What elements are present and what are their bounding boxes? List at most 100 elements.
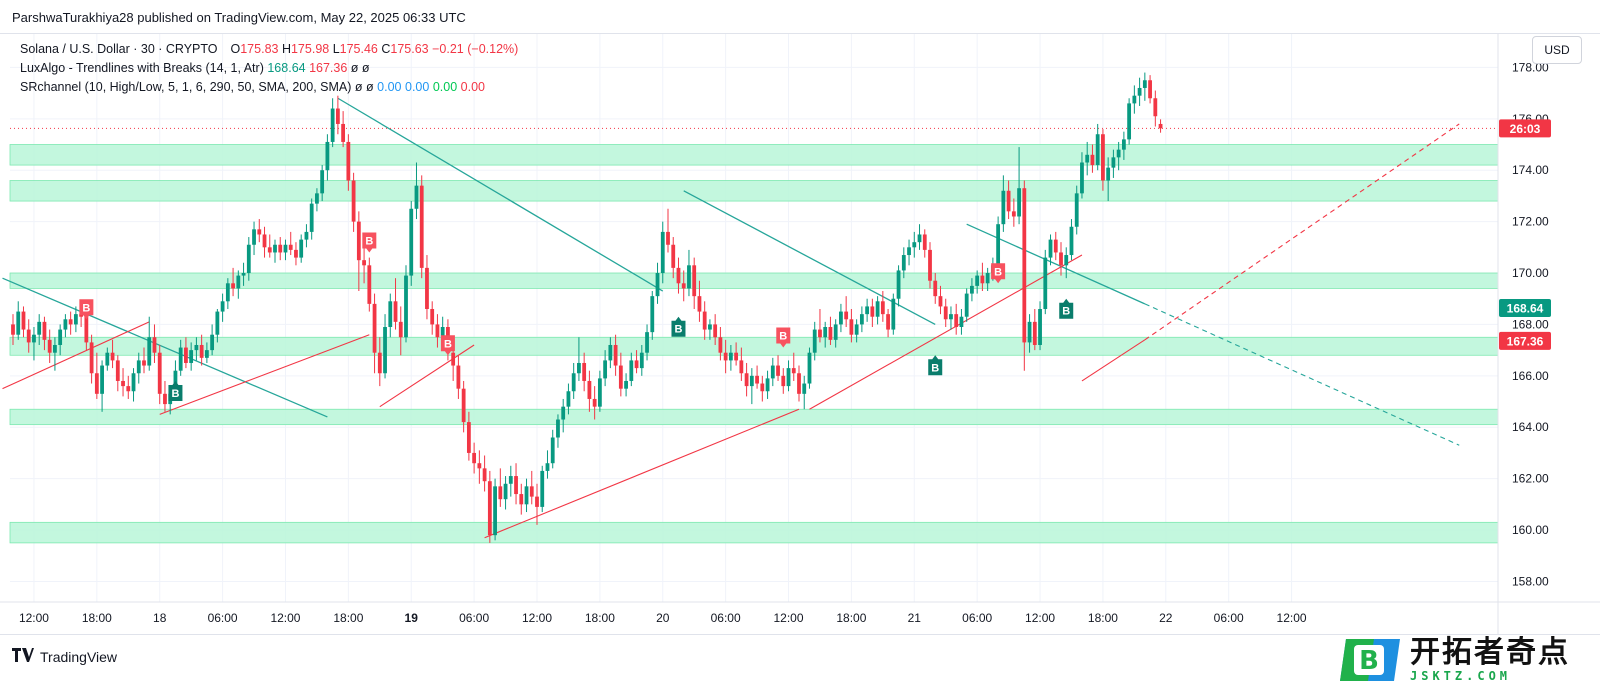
candle — [1011, 198, 1016, 227]
candle-body — [1111, 157, 1116, 168]
candle-body — [330, 108, 335, 142]
sr-zones — [9, 144, 1499, 544]
candle — [267, 234, 272, 258]
candle — [320, 165, 325, 202]
candle — [1142, 72, 1147, 101]
candle — [975, 270, 980, 294]
break-signal-text: B — [931, 362, 939, 374]
candle-body — [1153, 98, 1158, 117]
candle — [16, 301, 21, 340]
price-axis-tag: 168.64 — [1499, 298, 1551, 317]
candle — [278, 237, 283, 261]
candle — [1038, 301, 1042, 351]
candle-body — [1032, 321, 1037, 345]
candle — [199, 334, 204, 366]
candle — [393, 278, 398, 330]
candle — [68, 311, 73, 335]
candle — [844, 296, 849, 327]
candle — [1132, 85, 1137, 114]
candle — [833, 319, 838, 348]
candle — [1106, 157, 1111, 202]
tradingview-logo[interactable]: TradingView — [12, 647, 117, 666]
candle-body — [346, 141, 351, 181]
candle — [194, 337, 199, 361]
price-axis-tag: 26:03 — [1499, 119, 1551, 138]
candle-body — [315, 193, 319, 204]
candle-body — [943, 306, 948, 320]
indicator-srchannel-v3: 0.00 — [377, 80, 402, 94]
candle-body — [912, 242, 917, 248]
price-chart[interactable]: B B B B B B B B B 158.00 160.00 162.00 164.00 166.00… — [0, 34, 1600, 634]
candle — [933, 273, 938, 304]
candle-body — [335, 108, 340, 124]
break-signal-shape — [362, 232, 377, 253]
indicator-srchannel-name[interactable]: SRchannel (10, High/Low, 5, 1, 6, 290, 5… — [20, 80, 352, 94]
candle — [32, 326, 36, 361]
candle — [791, 352, 796, 381]
sr-zone — [9, 408, 1499, 426]
candle — [739, 347, 744, 381]
candle-body — [797, 373, 801, 394]
candle-body — [975, 275, 980, 286]
candle — [959, 309, 964, 335]
candle-body — [252, 229, 256, 245]
candle-body — [236, 275, 241, 289]
candle — [42, 316, 47, 351]
candle-body — [409, 208, 414, 276]
indicator-trendlines-name[interactable]: LuxAlgo - Trendlines with Breaks (14, 1,… — [20, 61, 264, 75]
candle-body — [823, 326, 828, 338]
candle — [917, 224, 922, 250]
candle-body — [262, 234, 267, 248]
candle — [901, 247, 906, 279]
candle-body — [859, 314, 864, 325]
break-signal-label: B — [168, 380, 183, 401]
price-tick-label: 172.00 — [1512, 215, 1549, 229]
candle-body — [954, 314, 959, 327]
symbol-name[interactable]: Solana / U.S. Dollar · 30 · CRYPTO — [20, 42, 218, 56]
candle — [823, 321, 828, 348]
candle-body — [178, 347, 183, 371]
indicator-trendlines-lower: 167.36 — [309, 61, 348, 75]
candle — [477, 450, 482, 484]
indicator-trendlines-v3: ø — [350, 61, 359, 75]
candle — [524, 478, 529, 513]
candle-body — [126, 386, 131, 392]
candle — [383, 314, 387, 379]
candle-body — [37, 321, 42, 335]
candle-body — [1116, 149, 1121, 158]
candle-body — [1053, 239, 1058, 253]
candle-body — [1101, 134, 1105, 181]
candle-body — [393, 301, 398, 322]
chart-legend: Solana / U.S. Dollar · 30 · CRYPTO O175.… — [20, 40, 518, 97]
price-axis-tag: 167.36 — [1499, 331, 1551, 350]
candle-body — [650, 296, 655, 333]
candle — [231, 267, 235, 297]
candle-body — [844, 311, 849, 320]
candle — [136, 352, 141, 384]
candle-body — [849, 319, 854, 335]
candle — [184, 337, 188, 369]
break-signal-shape — [79, 299, 94, 320]
candle — [304, 224, 309, 248]
candle — [482, 455, 487, 492]
candle — [246, 237, 251, 281]
candle-body — [561, 406, 566, 420]
candle-body — [84, 316, 89, 343]
price-axis-tag-bg — [1499, 119, 1551, 138]
candle-body — [1127, 103, 1132, 140]
candle-body — [639, 352, 644, 369]
candle-body — [886, 314, 890, 330]
candle — [225, 278, 230, 310]
candle-body — [933, 280, 938, 297]
candle — [63, 314, 68, 338]
candle — [702, 301, 707, 340]
candle — [854, 319, 859, 343]
candle — [645, 324, 649, 361]
candle — [508, 465, 513, 497]
time-tick-label: 18:00 — [1088, 611, 1118, 625]
candle — [859, 306, 864, 333]
candle-body — [739, 360, 744, 374]
watermark-badge-icon: B — [1340, 637, 1400, 683]
currency-button[interactable]: USD — [1532, 36, 1582, 64]
candle-body — [1043, 257, 1048, 310]
